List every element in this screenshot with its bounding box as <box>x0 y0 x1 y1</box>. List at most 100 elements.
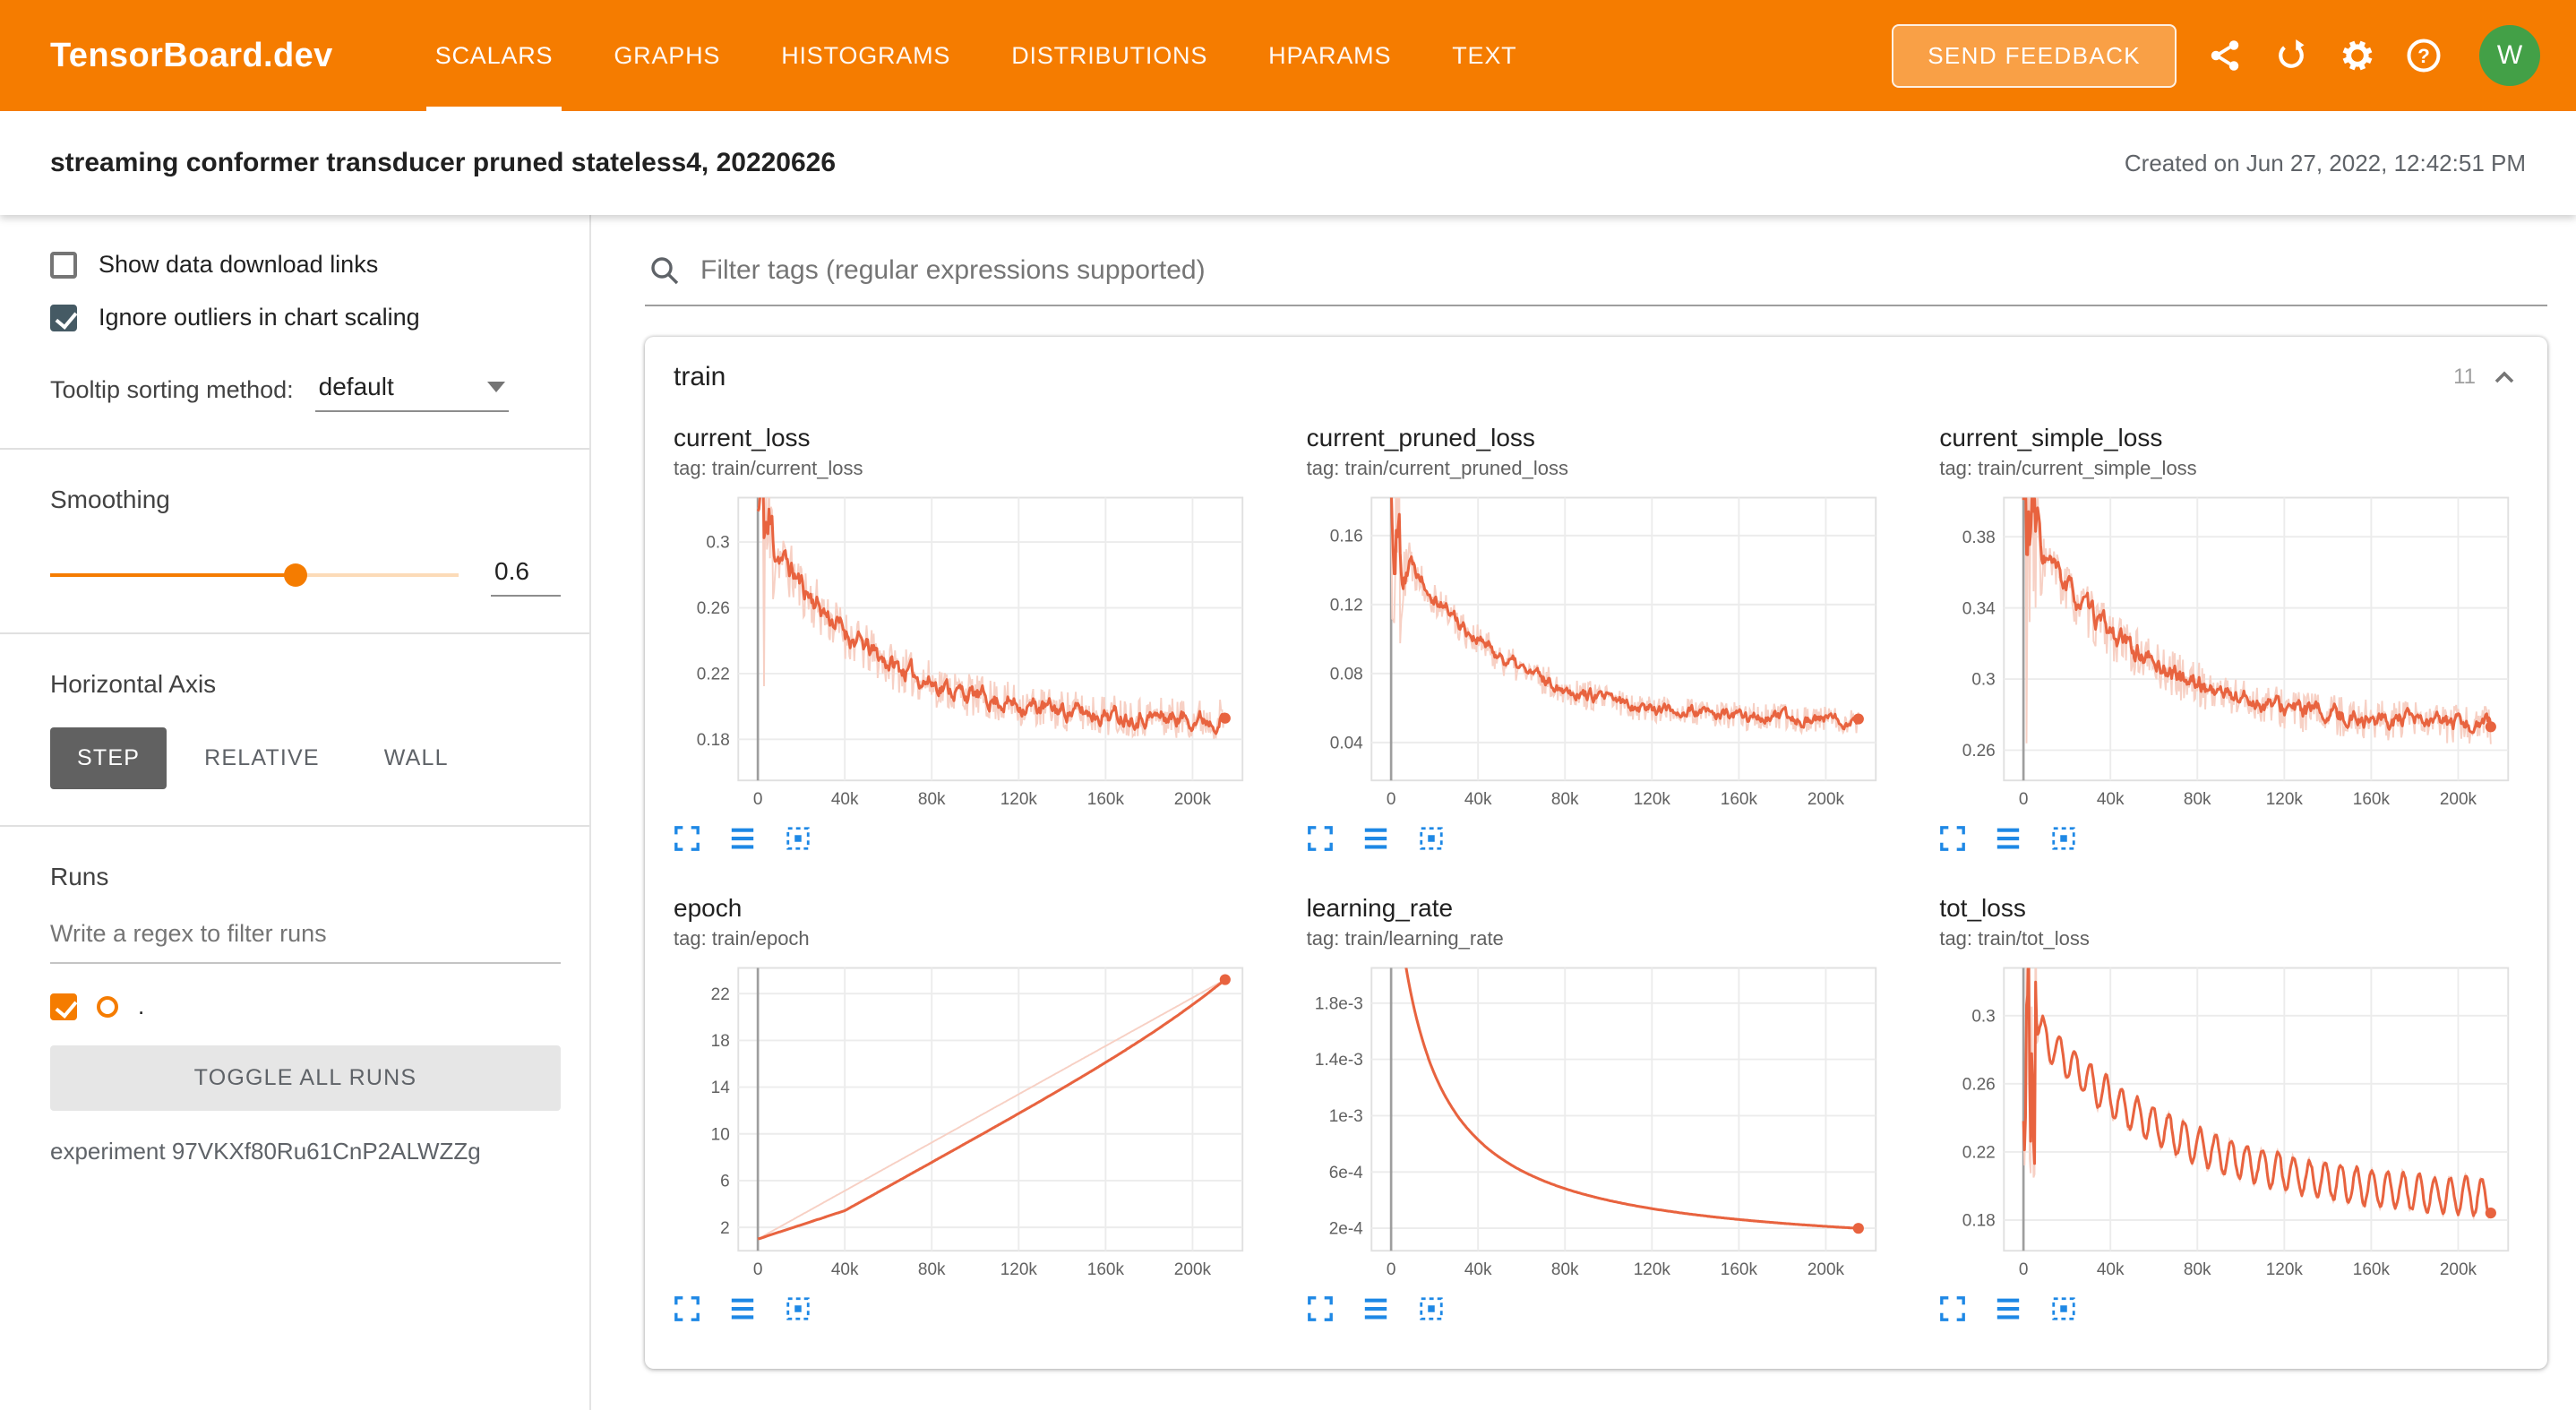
axis-relative-button[interactable]: RELATIVE <box>177 727 347 789</box>
svg-text:200k: 200k <box>1807 1260 1844 1279</box>
svg-text:0.3: 0.3 <box>706 534 729 553</box>
tag-filter-input[interactable] <box>700 255 2544 286</box>
nav-tabs: SCALARS GRAPHS HISTOGRAMS DISTRIBUTIONS HPAR… <box>405 0 1548 111</box>
chart-plot-learning_rate[interactable]: 0 40k 80k 120k 160k 200k 2e-4 6e-4 1e-3 1.4e-3 1.8… <box>1307 959 1886 1286</box>
svg-text:0.26: 0.26 <box>697 599 730 618</box>
svg-text:0.22: 0.22 <box>697 666 730 684</box>
chart-plot-current_simple_loss[interactable]: 0 40k 80k 120k 160k 200k 0.26 0.3 0.34 0.38 <box>1939 489 2519 816</box>
fit-domain-icon[interactable] <box>785 1295 811 1322</box>
axis-wall-button[interactable]: WALL <box>357 727 476 789</box>
tab-graphs[interactable]: GRAPHS <box>614 41 721 69</box>
runs-filter-input[interactable] <box>50 909 561 964</box>
svg-text:0.26: 0.26 <box>1962 742 1996 761</box>
chart-toolbar <box>1307 825 1886 852</box>
svg-text:0.18: 0.18 <box>697 731 730 750</box>
tooltip-sorting-value: default <box>318 373 394 400</box>
tooltip-sorting-row: Tooltip sorting method: default <box>50 367 561 412</box>
slider-fill <box>50 573 296 577</box>
tag-group-count: 11 <box>2453 365 2476 389</box>
toggle-all-runs-button[interactable]: TOGGLE ALL RUNS <box>50 1045 561 1111</box>
svg-text:160k: 160k <box>1720 790 1757 809</box>
ignore-outliers-checkbox[interactable]: Ignore outliers in chart scaling <box>50 304 561 331</box>
tab-histograms[interactable]: HISTOGRAMS <box>781 41 951 69</box>
chart-tag: tag: train/current_loss <box>674 457 863 479</box>
slider-thumb[interactable] <box>283 563 307 587</box>
svg-text:80k: 80k <box>1551 1260 1579 1279</box>
data-table-icon[interactable] <box>1995 1295 2022 1322</box>
send-feedback-button[interactable]: SEND FEEDBACK <box>1892 23 2177 88</box>
svg-text:0.18: 0.18 <box>1962 1212 1996 1231</box>
expand-chart-icon[interactable] <box>1939 825 1966 852</box>
svg-text:200k: 200k <box>1174 790 1212 809</box>
svg-text:0: 0 <box>753 790 763 809</box>
svg-text:80k: 80k <box>918 1260 946 1279</box>
smoothing-value-input[interactable]: 0.6 <box>491 554 561 597</box>
svg-text:18: 18 <box>711 1032 730 1051</box>
tab-text[interactable]: TEXT <box>1452 41 1517 69</box>
main-panel: train 11 current_loss tag: train/current_… <box>591 215 2576 1410</box>
svg-text:?: ? <box>2417 45 2430 67</box>
tag-group-header[interactable]: train 11 <box>645 337 2547 414</box>
svg-text:40k: 40k <box>2097 790 2125 809</box>
data-table-icon[interactable] <box>1362 825 1389 852</box>
data-table-icon[interactable] <box>729 825 756 852</box>
svg-text:120k: 120k <box>1633 1260 1670 1279</box>
checkbox-icon <box>50 251 77 279</box>
svg-text:160k: 160k <box>1087 1260 1125 1279</box>
axis-step-button[interactable]: STEP <box>50 727 167 789</box>
svg-text:120k: 120k <box>1633 790 1670 809</box>
checkbox-label: Ignore outliers in chart scaling <box>99 304 420 331</box>
svg-text:0.22: 0.22 <box>1962 1144 1996 1163</box>
divider <box>0 448 589 450</box>
expand-chart-icon[interactable] <box>674 825 700 852</box>
chart-plot-epoch[interactable]: 0 40k 80k 120k 160k 200k 2 6 10 14 18 22 <box>674 959 1253 1286</box>
tooltip-sorting-select[interactable]: default <box>314 367 509 412</box>
expand-chart-icon[interactable] <box>674 1295 700 1322</box>
settings-icon[interactable] <box>2340 38 2375 73</box>
chart-plot-current_pruned_loss[interactable]: 0 40k 80k 120k 160k 200k 0.04 0.08 0.12 0.16 <box>1307 489 1886 816</box>
tag-group-name: train <box>674 362 726 391</box>
expand-chart-icon[interactable] <box>1307 825 1334 852</box>
chart-title: tot_loss <box>1939 894 2026 923</box>
svg-text:6: 6 <box>720 1173 730 1191</box>
svg-text:120k: 120k <box>1000 1260 1038 1279</box>
avatar[interactable]: W <box>2479 25 2540 86</box>
chart-toolbar <box>674 1295 1253 1322</box>
svg-text:2e-4: 2e-4 <box>1328 1220 1362 1239</box>
chart-title: learning_rate <box>1306 894 1454 923</box>
share-icon[interactable] <box>2207 38 2243 73</box>
data-table-icon[interactable] <box>729 1295 756 1322</box>
collapse-icon[interactable] <box>2490 365 2519 390</box>
settings-sidebar: Show data download links Ignore outliers… <box>0 215 591 1410</box>
svg-text:160k: 160k <box>1087 790 1125 809</box>
data-table-icon[interactable] <box>1995 825 2022 852</box>
smoothing-slider[interactable] <box>50 563 459 587</box>
run-checkbox[interactable] <box>50 993 77 1020</box>
show-download-links-checkbox[interactable]: Show data download links <box>50 251 561 279</box>
help-icon[interactable]: ? <box>2406 38 2442 73</box>
svg-text:0: 0 <box>753 1260 763 1279</box>
tag-filter-row <box>645 215 2547 306</box>
tab-scalars[interactable]: SCALARS <box>405 0 584 111</box>
chart-card-epoch: epoch tag: train/epoch 0 40k 80k 120k 160k 200k… <box>674 891 1253 1322</box>
header-icon-group: ? <box>2207 38 2442 73</box>
data-table-icon[interactable] <box>1362 1295 1389 1322</box>
svg-text:160k: 160k <box>2353 1260 2391 1279</box>
fit-domain-icon[interactable] <box>2050 825 2077 852</box>
fit-domain-icon[interactable] <box>785 825 811 852</box>
fit-domain-icon[interactable] <box>1418 1295 1445 1322</box>
chart-plot-current_loss[interactable]: 0 40k 80k 120k 160k 200k 0.18 0.22 0.26 0.3 <box>674 489 1253 816</box>
fit-domain-icon[interactable] <box>1418 825 1445 852</box>
app-title[interactable]: TensorBoard.dev <box>50 36 333 74</box>
run-row[interactable]: . <box>50 993 561 1045</box>
chart-tag: tag: train/learning_rate <box>1306 927 1504 950</box>
tab-distributions[interactable]: DISTRIBUTIONS <box>1011 41 1208 69</box>
chart-plot-tot_loss[interactable]: 0 40k 80k 120k 160k 200k 0.18 0.22 0.26 0.3 <box>1939 959 2519 1286</box>
refresh-icon[interactable] <box>2273 38 2309 73</box>
svg-text:80k: 80k <box>918 790 946 809</box>
chart-card-learning_rate: learning_rate tag: train/learning_rate 0 40… <box>1307 891 1886 1322</box>
expand-chart-icon[interactable] <box>1939 1295 1966 1322</box>
fit-domain-icon[interactable] <box>2050 1295 2077 1322</box>
expand-chart-icon[interactable] <box>1307 1295 1334 1322</box>
tab-hparams[interactable]: HPARAMS <box>1268 41 1392 69</box>
